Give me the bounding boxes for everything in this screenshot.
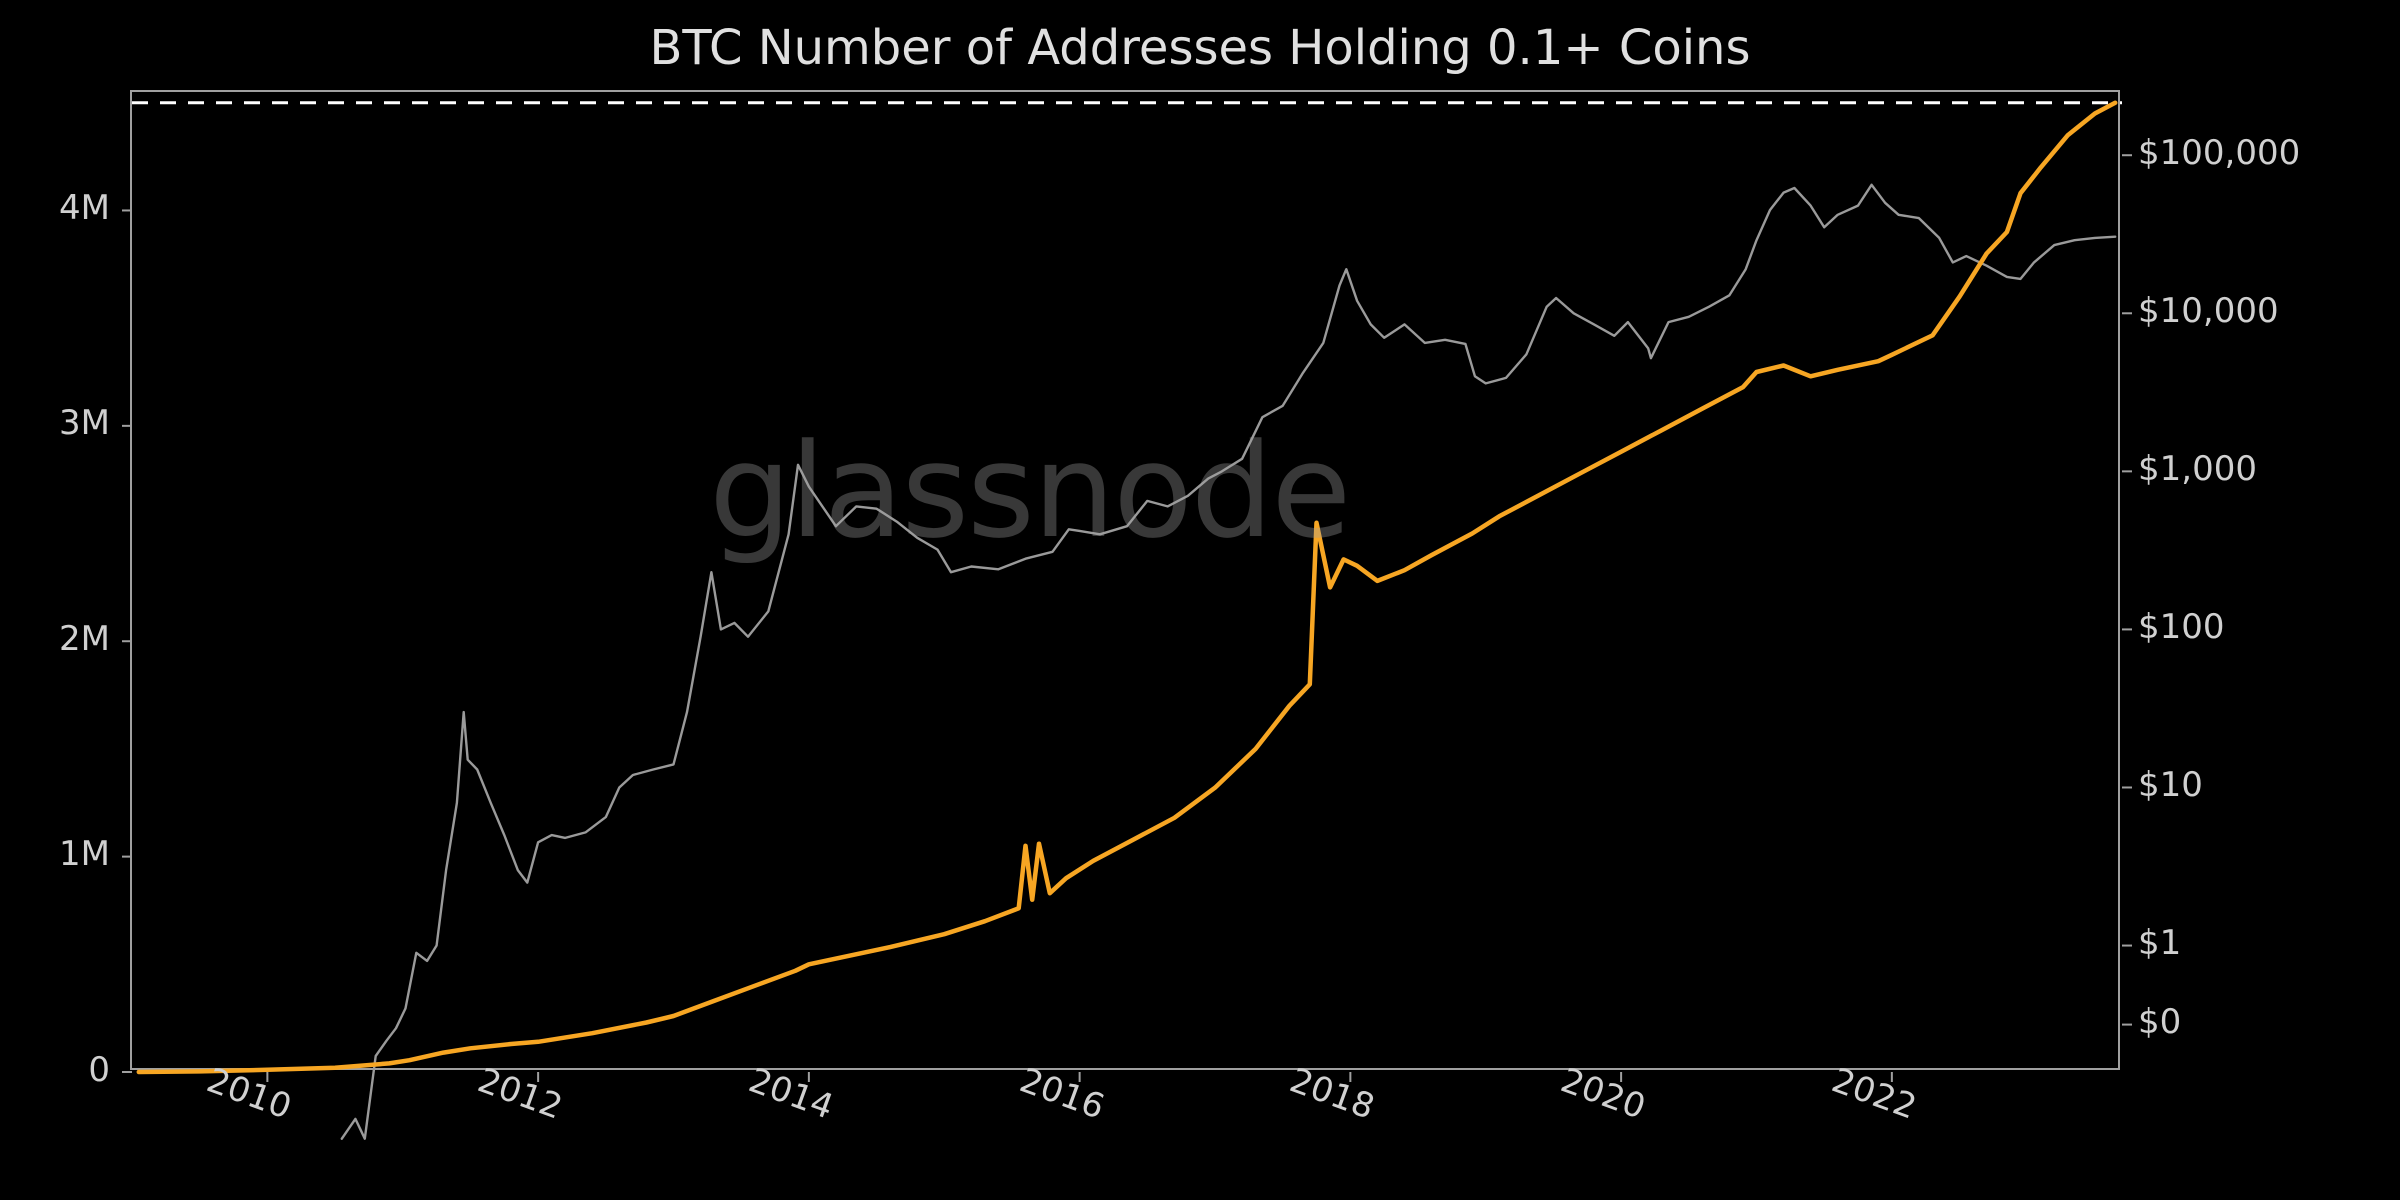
y-right-tick: $10,000 bbox=[2138, 291, 2279, 331]
y-right-tick: $0 bbox=[2138, 1002, 2181, 1042]
y-right-tick: $1,000 bbox=[2138, 449, 2257, 489]
y-right-tick: $100 bbox=[2138, 607, 2225, 647]
y-left-tick: 3M bbox=[0, 403, 110, 443]
y-left-tick: 0 bbox=[0, 1050, 110, 1090]
plot-area: glassnode bbox=[130, 90, 2120, 1070]
chart-title: BTC Number of Addresses Holding 0.1+ Coi… bbox=[0, 20, 2400, 76]
y-left-tick: 1M bbox=[0, 834, 110, 874]
y-left-tick: 4M bbox=[0, 188, 110, 228]
chart-root: BTC Number of Addresses Holding 0.1+ Coi… bbox=[0, 0, 2400, 1200]
y-right-tick: $1 bbox=[2138, 923, 2181, 963]
plot-svg bbox=[132, 92, 2122, 1072]
y-right-tick: $100,000 bbox=[2138, 133, 2300, 173]
series-btc_price_usd bbox=[342, 185, 2115, 1139]
y-left-tick: 2M bbox=[0, 619, 110, 659]
series-addresses_holding_0.1_plus bbox=[139, 103, 2115, 1072]
y-right-tick: $10 bbox=[2138, 765, 2203, 805]
